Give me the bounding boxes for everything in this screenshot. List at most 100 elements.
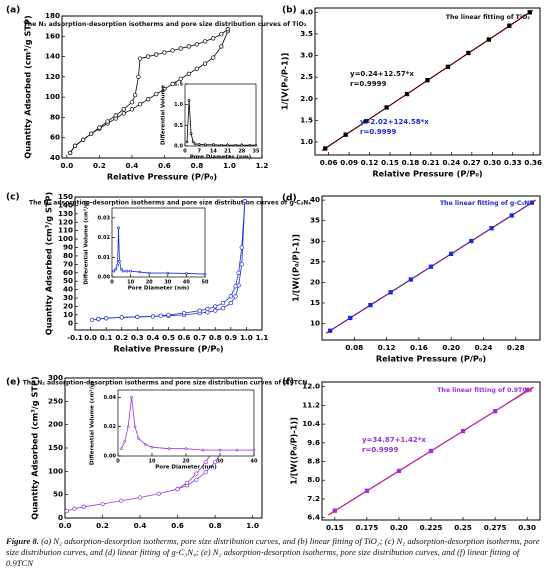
data-point [332, 508, 337, 513]
data-point [112, 269, 116, 273]
x-tick-label: 0.20 [390, 523, 408, 532]
data-point [233, 294, 238, 299]
data-point [236, 270, 241, 275]
data-point [211, 55, 216, 60]
data-point [529, 200, 535, 205]
annotation: y=34.87+1.42*x [362, 436, 426, 444]
figure-panels: 0.0 0.2 0.4 0.6 0.8 1.0 1.24060801001201401601… [6, 6, 542, 533]
data-point [213, 308, 218, 313]
data-point [239, 245, 244, 250]
y-tick-label: 120 [45, 72, 60, 81]
data-point [89, 131, 94, 136]
data-point [235, 448, 239, 452]
data-point [133, 425, 137, 429]
y-tick-label: 80 [63, 251, 73, 260]
x-tick-label: 1.0 [240, 333, 253, 342]
x-tick-label: 0.30 [518, 523, 536, 532]
x-tick-label: 0.09 [340, 158, 358, 167]
x-tick-label: 0.20 [442, 343, 460, 352]
annotation: r=0.9999 [350, 80, 386, 88]
data-point [162, 86, 167, 92]
data-point [327, 328, 333, 333]
panel-label: (d) [282, 194, 297, 204]
data-point [445, 64, 451, 69]
y-tick-label: 40 [63, 285, 73, 294]
y-tick-label: 0.02 [104, 424, 117, 430]
data-point [154, 52, 159, 57]
data-point [72, 143, 78, 148]
chart-title: The N₂ adsorption-desorption isotherms a… [29, 200, 311, 207]
x-axis-label: Pore Diameter (nm) [128, 286, 190, 292]
panel-label: (b) [282, 6, 297, 16]
data-point [234, 143, 238, 147]
panel-label: (e) [6, 378, 20, 388]
data-point [203, 272, 207, 276]
data-point [189, 132, 193, 135]
data-point [218, 448, 222, 452]
x-tick-label: 40 [183, 280, 190, 286]
data-point [185, 272, 188, 275]
y-tick-label: 60 [50, 133, 60, 142]
x-tick-label: 7 [197, 149, 201, 155]
x-tick-label: 35 [253, 149, 260, 155]
data-point [120, 447, 123, 451]
x-tick-label: 0.3 [131, 333, 144, 342]
y-tick-label: 0.5 [174, 123, 183, 129]
x-tick-label: 0.2 [93, 161, 106, 170]
data-point [89, 317, 95, 323]
y-tick-label: 50 [53, 490, 63, 499]
y-tick-label: 0.00 [104, 454, 117, 460]
data-point [469, 238, 474, 244]
x-tick-label: 0.16 [410, 343, 428, 352]
data-point [72, 506, 77, 511]
x-tick-label: 0.36 [524, 158, 542, 167]
panel-label: (a) [6, 6, 20, 16]
data-point [449, 251, 454, 256]
x-tick-label: 21 [224, 149, 231, 155]
data-point [363, 119, 369, 124]
x-tick-label: 0.33 [504, 158, 522, 167]
x-tick-label: 0.9 [224, 333, 237, 342]
x-tick-label: 0.15 [381, 158, 399, 167]
data-point [211, 36, 216, 41]
x-tick-label: 1.0 [223, 161, 236, 170]
x-tick-label: 0.2 [96, 521, 109, 530]
y-tick-label: 140 [58, 200, 73, 209]
data-point [239, 262, 244, 267]
y-tick-label: 1.0 [174, 102, 183, 108]
x-tick-label: 0.1 [100, 333, 113, 342]
annotation: y=2.02+124.58*x [360, 118, 429, 126]
data-point [228, 300, 233, 306]
y-axis-label: Differential Volume (cm³/g) [83, 200, 90, 285]
caption-text: (a) N₂ adsorption-desorption isotherms, … [6, 536, 540, 568]
x-tick-label: 10 [149, 459, 156, 465]
data-point [219, 44, 224, 49]
x-tick-label: 0.2 [115, 333, 128, 342]
data-point [119, 498, 124, 503]
chart-title: The linear fitting of g-C₃N₄ [440, 200, 532, 207]
data-point [187, 99, 191, 102]
y-tick-label: 40 [310, 195, 320, 204]
data-point [181, 311, 187, 316]
data-point [166, 271, 170, 275]
x-tick-label: 0.0 [84, 333, 97, 342]
data-point [186, 71, 191, 76]
x-tick-label: 14 [210, 149, 217, 155]
data-point [170, 81, 175, 87]
x-tick-label: 0.4 [134, 521, 147, 530]
y-tick-label: 0.00 [98, 275, 111, 281]
x-tick-label: 0.08 [345, 343, 363, 352]
data-point [509, 213, 514, 218]
x-tick-label: 20 [146, 280, 153, 286]
y-tick-label: 10.4 [302, 419, 320, 428]
series-line [113, 227, 206, 275]
data-point [104, 316, 109, 321]
data-point [137, 102, 143, 107]
y-tick-label: 12.0 [302, 382, 320, 391]
data-point [186, 44, 191, 49]
x-tick-label: 10 [127, 280, 134, 286]
data-point [121, 111, 126, 116]
data-point [248, 143, 252, 147]
x-tick-label: 0.6 [178, 333, 191, 342]
data-point [146, 97, 151, 102]
